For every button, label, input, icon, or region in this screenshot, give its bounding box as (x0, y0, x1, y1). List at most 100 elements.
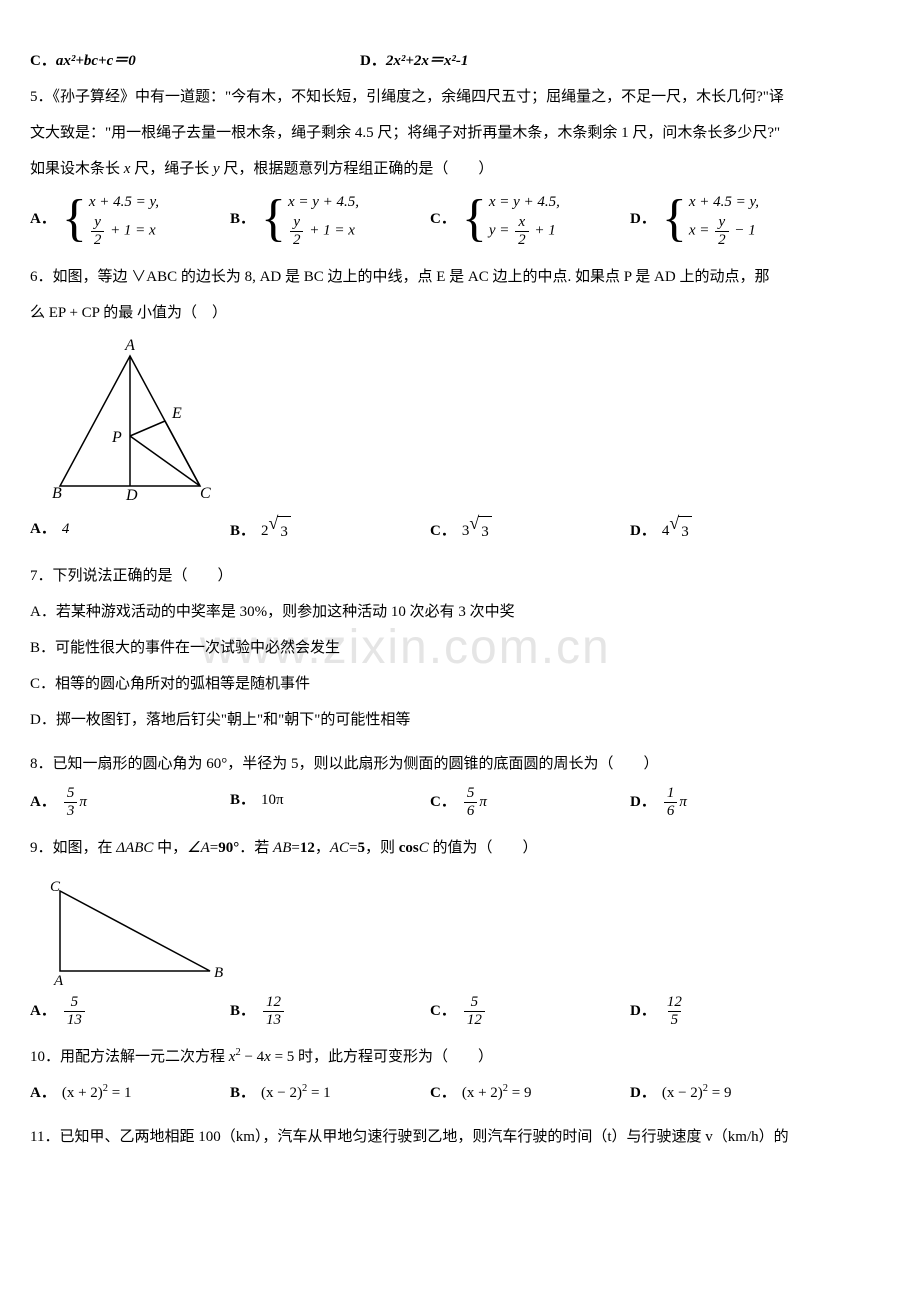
q9-options: A． 513 B． 1213 C． 512 D． 125 (30, 994, 890, 1028)
q5-a-num: y (91, 214, 104, 231)
q9-option-a: A． 513 (30, 994, 230, 1028)
q5-d-den: 2 (715, 231, 729, 249)
q4-option-c: C． ax²+bc+c＝0 (30, 46, 360, 76)
q9-d-num: 12 (664, 994, 685, 1011)
q5-option-d: D． { x + 4.5 = y, x = y2 − 1 (630, 190, 830, 248)
q5-b-eq1: x = y + 4.5, (288, 190, 359, 214)
q5-c-num: x (516, 214, 529, 231)
q7-option-c: C．相等的圆心角所对的弧相等是随机事件 (30, 669, 890, 699)
q10-option-c: C． (x + 2)2 = 9 (430, 1078, 630, 1108)
q6-stem-1: 6．如图，等边 ∨ABC 的边长为 8, AD 是 BC 边上的中线，点 E 是… (30, 262, 890, 292)
q9-label-a: A (53, 973, 64, 986)
q5-a-den: 2 (91, 231, 105, 249)
q9-d-label: D． (630, 996, 656, 1026)
q10-option-a: A． (x + 2)2 = 1 (30, 1078, 230, 1108)
q9-label-c: C (50, 879, 61, 895)
q9-c-den: 12 (464, 1011, 485, 1029)
q10-a-label: A． (30, 1078, 56, 1108)
q7-option-a: A．若某种游戏活动的中奖率是 30%，则参加这种活动 10 次必有 3 次中奖 (30, 597, 890, 627)
q5-b-num: y (290, 214, 303, 231)
q8-stem: 8．已知一扇形的圆心角为 60°，半径为 5，则以此扇形为侧面的圆锥的底面圆的周… (30, 749, 890, 779)
q5-c-den: 2 (515, 231, 529, 249)
q5-stem-3: 如果设木条长 x 尺，绳子长 y 尺，根据题意列方程组正确的是（ ） (30, 154, 890, 184)
q4-c-math: ax²+bc+c＝0 (56, 46, 136, 76)
q7-option-d: D．掷一枚图钉，落地后钉尖"朝上"和"朝下"的可能性相等 (30, 705, 890, 735)
q9-label-b: B (214, 965, 223, 981)
q9-c-num: 5 (468, 994, 482, 1011)
q10-option-d: D． (x − 2)2 = 9 (630, 1078, 830, 1108)
q7-stem: 7．下列说法正确的是（ ） (30, 561, 890, 591)
q8-options: A． 53 π B． 10π C． 56 π D． 16 π (30, 785, 890, 819)
q6-b-label: B． (230, 516, 255, 546)
q6-option-a: A． 4 (30, 514, 230, 544)
q6-c-coef: 3 (462, 516, 470, 546)
q5-options: A． { x + 4.5 = y, y2 + 1 = x B． { x = y … (30, 190, 890, 248)
q10-option-b: B． (x − 2)2 = 1 (230, 1078, 430, 1108)
q8-d-label: D． (630, 787, 656, 817)
q5-option-c: C． { x = y + 4.5, y = x2 + 1 (430, 190, 630, 248)
q6-triangle-figure: A B C D E P (30, 336, 230, 506)
q8-b-val: 10π (261, 785, 284, 815)
q10-c-lhs: (x + 2) (462, 1085, 503, 1101)
q5-d-num: y (716, 214, 729, 231)
q10-a-lhs: (x + 2) (62, 1085, 103, 1101)
q6-option-d: D． 4 √3 (630, 514, 830, 547)
q6-c-label: C． (430, 516, 456, 546)
q8-b-label: B． (230, 785, 255, 815)
q10-d-rhs: = 9 (708, 1085, 731, 1101)
q6-option-b: B． 2 √3 (230, 514, 430, 547)
q6-b-rad: 3 (277, 516, 291, 547)
q9-a-label: A． (30, 996, 56, 1026)
q5-c-left: y = (489, 222, 510, 238)
q10-b-lhs: (x − 2) (261, 1085, 302, 1101)
q8-d-num: 1 (664, 785, 678, 802)
q8-c-label: C． (430, 787, 456, 817)
q5-option-b: B． { x = y + 4.5, y2 + 1 = x (230, 190, 430, 248)
q8-a-num: 5 (64, 785, 78, 802)
q6-options: A． 4 B． 2 √3 C． 3 √3 D． 4 √3 (30, 514, 890, 547)
q4-d-math: 2x²+2x＝x²-1 (386, 46, 469, 76)
q5-a-eq1: x + 4.5 = y, (89, 190, 159, 214)
q10-a-rhs: = 1 (108, 1085, 131, 1101)
q6-a-val: 4 (62, 514, 70, 544)
q5-b-label: B． (230, 204, 255, 234)
q10-options: A． (x + 2)2 = 1 B． (x − 2)2 = 1 C． (x + … (30, 1078, 890, 1108)
q6-option-c: C． 3 √3 (430, 514, 630, 547)
q8-option-a: A． 53 π (30, 785, 230, 819)
page-content: C． ax²+bc+c＝0 D． 2x²+2x＝x²-1 5．《孙子算经》中有一… (30, 46, 890, 1152)
q8-option-d: D． 16 π (630, 785, 830, 819)
q5-d-left: x = (689, 222, 710, 238)
q6-d-coef: 4 (662, 516, 670, 546)
q9-stem: 9．如图，在 ΔABC 中，∠A=90°．若 AB=12，AC=5，则 cosC… (30, 833, 890, 863)
q9-b-label: B． (230, 996, 255, 1026)
q4-d-label: D． (360, 46, 386, 76)
q5-c-label: C． (430, 204, 456, 234)
q9-option-d: D． 125 (630, 994, 830, 1028)
q6-stem-2: 么 EP + CP 的最 小值为（ ） (30, 298, 890, 328)
q4-c-label: C． (30, 46, 56, 76)
q7-option-b: B．可能性很大的事件在一次试验中必然会发生 (30, 633, 890, 663)
q6-label-c: C (200, 485, 211, 502)
q10-stem: 10．用配方法解一元二次方程 x2 − 4x = 5 时，此方程可变形为（ ） (30, 1042, 890, 1072)
q5-d-label: D． (630, 204, 656, 234)
q5-a-label: A． (30, 204, 56, 234)
q9-c-label: C． (430, 996, 456, 1026)
q10-d-lhs: (x − 2) (662, 1085, 703, 1101)
q6-b-coef: 2 (261, 516, 269, 546)
q9-d-den: 5 (668, 1011, 682, 1029)
q9-option-c: C． 512 (430, 994, 630, 1028)
q9-b-den: 13 (263, 1011, 284, 1029)
q9-triangle-figure: A B C (30, 871, 230, 986)
q6-label-b: B (52, 485, 62, 502)
q5-b-den: 2 (290, 231, 304, 249)
q5-c-right: + 1 (534, 222, 555, 238)
q6-a-label: A． (30, 514, 56, 544)
q6-label-p: P (111, 429, 122, 446)
q6-label-d: D (125, 487, 138, 504)
q10-c-rhs: = 9 (508, 1085, 531, 1101)
q10-b-rhs: = 1 (307, 1085, 330, 1101)
q4-option-d: D． 2x²+2x＝x²-1 (360, 46, 560, 76)
q8-d-pi: π (679, 787, 687, 817)
q8-c-pi: π (479, 787, 487, 817)
q5-a-right: + 1 = x (110, 222, 156, 238)
